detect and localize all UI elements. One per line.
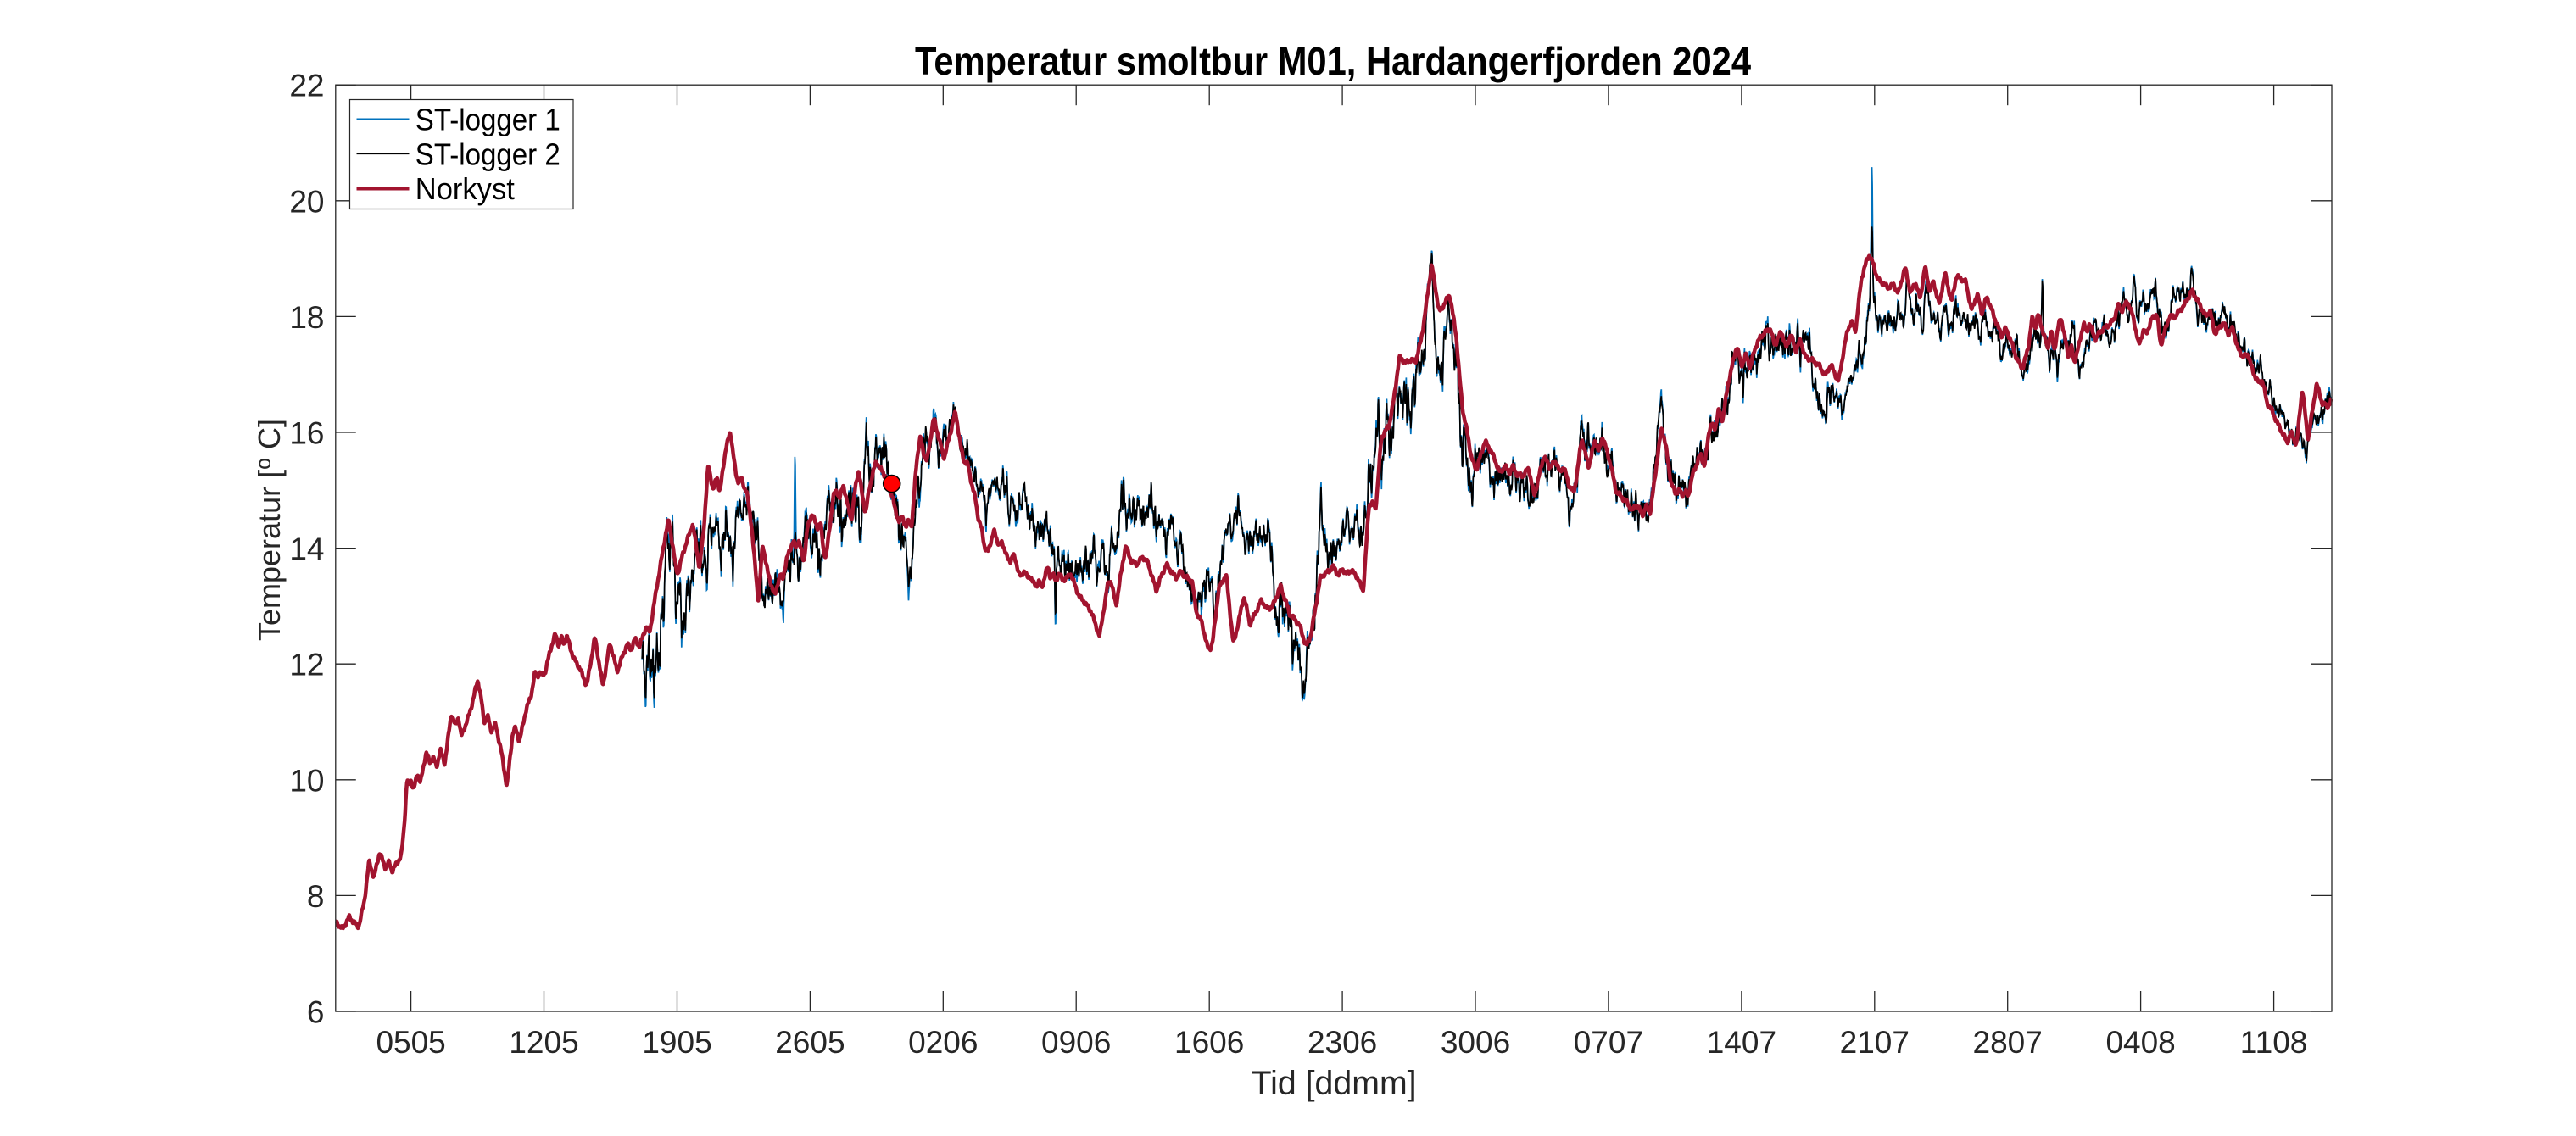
svg-text:2306: 2306 <box>1308 1025 1377 1060</box>
svg-text:2605: 2605 <box>775 1025 845 1060</box>
svg-text:Temperatur smoltbur M01, Harda: Temperatur smoltbur M01, Hardangerfjorde… <box>915 39 1751 83</box>
svg-text:1108: 1108 <box>2240 1025 2308 1060</box>
svg-text:ST-logger 1: ST-logger 1 <box>415 102 560 136</box>
svg-text:0707: 0707 <box>1574 1025 1643 1060</box>
svg-text:6: 6 <box>307 995 325 1030</box>
svg-text:3006: 3006 <box>1441 1025 1510 1060</box>
svg-text:Tid [ddmm]: Tid [ddmm] <box>1252 1065 1417 1102</box>
svg-text:18: 18 <box>289 300 324 335</box>
svg-text:1905: 1905 <box>642 1025 711 1060</box>
svg-text:8: 8 <box>307 879 325 914</box>
svg-text:22: 22 <box>289 69 324 103</box>
svg-text:Norkyst: Norkyst <box>415 171 515 206</box>
svg-text:0505: 0505 <box>376 1025 445 1060</box>
svg-text:Temperatur [o C]: Temperatur [o C] <box>252 419 287 641</box>
svg-text:10: 10 <box>289 763 324 798</box>
svg-text:1407: 1407 <box>1707 1025 1776 1060</box>
svg-text:1205: 1205 <box>509 1025 578 1060</box>
svg-text:0906: 0906 <box>1041 1025 1111 1060</box>
svg-text:0206: 0206 <box>908 1025 978 1060</box>
svg-text:14: 14 <box>289 532 324 566</box>
svg-text:0408: 0408 <box>2105 1025 2175 1060</box>
svg-text:2107: 2107 <box>1840 1025 1910 1060</box>
svg-text:2807: 2807 <box>1973 1025 2043 1060</box>
svg-text:1606: 1606 <box>1174 1025 1244 1060</box>
svg-text:20: 20 <box>289 184 324 219</box>
svg-text:12: 12 <box>289 648 324 682</box>
svg-text:16: 16 <box>289 416 324 451</box>
svg-text:ST-logger 2: ST-logger 2 <box>415 136 560 171</box>
